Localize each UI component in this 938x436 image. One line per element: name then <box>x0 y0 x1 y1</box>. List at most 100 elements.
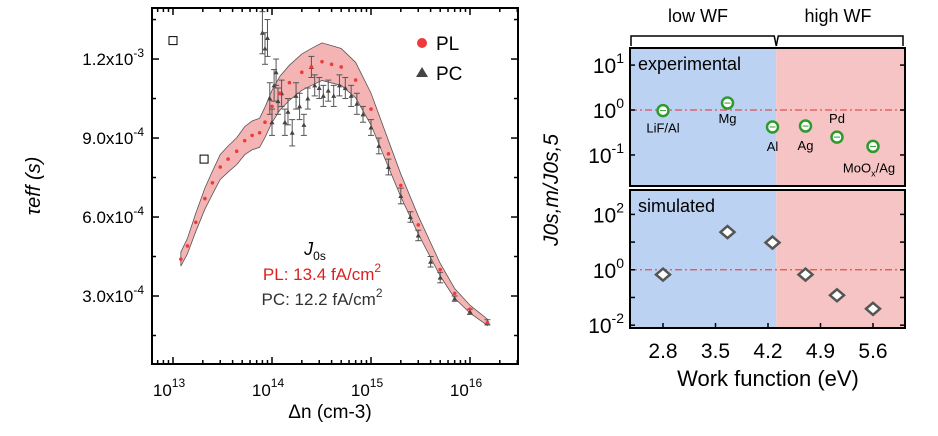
pc-triangle-marker <box>354 101 360 106</box>
y-tick-label-exp: -1 <box>612 140 625 156</box>
y-tick-label-exp: -2 <box>612 310 625 326</box>
y-tick-label: 102 <box>593 199 624 227</box>
open-square-marker <box>199 154 209 164</box>
annotation-pc: PC: 12.2 fA/cm2 <box>261 286 382 309</box>
pc-point <box>275 87 282 115</box>
pc-triangle-marker <box>305 96 311 101</box>
annotation-title: J0s <box>303 239 326 263</box>
y-tick-label: 6.0x10-4 <box>82 204 144 227</box>
panel-label-text: simulated <box>638 196 715 216</box>
x-tick-label-text: 2.8 <box>648 340 677 363</box>
open-square-marker <box>168 36 178 46</box>
pc-point <box>451 295 458 302</box>
pl-point <box>416 223 421 227</box>
legend-pc-label: PC <box>436 64 462 85</box>
x-tick-label: 1014 <box>252 376 285 400</box>
annotation-sup: 2 <box>376 286 383 300</box>
pl-point <box>234 149 239 153</box>
x-tick-label: 1013 <box>153 376 186 400</box>
pl-uncertainty-band <box>180 42 488 327</box>
pl-point <box>226 157 230 161</box>
pc-point <box>348 84 355 107</box>
pl-point <box>300 70 304 75</box>
experimental-point <box>720 96 735 110</box>
pc-triangle-marker <box>385 164 391 169</box>
high-wf-label: high WF <box>804 6 871 26</box>
pc-point <box>437 271 444 284</box>
point-label: MoOx/Ag <box>843 160 895 178</box>
pc-point <box>353 92 360 115</box>
y-tick-label-exp: 1 <box>616 50 624 66</box>
y-tick-label-base: 1.2x10 <box>82 50 133 69</box>
pc-point <box>311 74 318 97</box>
y-tick-label: 100 <box>593 255 624 283</box>
simulated-diamond-marker <box>796 266 815 283</box>
y-tick-label: 100 <box>593 95 624 123</box>
pc-point <box>269 108 275 136</box>
x-axis-label: Work function (eV) <box>677 366 859 391</box>
pl-point <box>210 180 215 185</box>
pc-triangle-marker <box>415 232 421 238</box>
annotation-pl: PL: 13.4 fA/cm2 <box>263 261 382 284</box>
pc-point <box>289 119 296 147</box>
pl-point <box>353 78 358 82</box>
pl-point <box>399 183 403 188</box>
y-tick-label: 9.0x10-4 <box>82 125 144 148</box>
x-tick-label-text: 4.9 <box>806 340 835 363</box>
pc-triangle-marker <box>320 93 326 98</box>
simulated-diamond-marker <box>828 287 846 303</box>
y-tick-label: 10-2 <box>588 310 624 338</box>
pl-point <box>270 104 274 109</box>
high-wf-region <box>776 48 905 186</box>
pc-point <box>296 92 303 121</box>
pl-point <box>250 133 254 138</box>
low-wf-region <box>630 48 777 186</box>
pc-point <box>375 137 382 155</box>
left-y-axis-label: τeff (s) <box>23 157 45 216</box>
simulated-diamond-marker <box>718 224 737 240</box>
x-tick-label: 4.9 <box>806 340 835 363</box>
y-tick-label-base: 9.0x10 <box>82 129 133 148</box>
point-label: Al <box>767 139 779 154</box>
x-tick-label: 1016 <box>450 376 483 400</box>
pc-triangle-marker <box>348 93 354 98</box>
pl-point <box>203 196 207 201</box>
x-tick-label: 5.6 <box>858 340 887 363</box>
pc-triangle-marker <box>275 98 281 104</box>
y-tick-label-base: 10 <box>588 315 611 338</box>
x-axis-label-text: Work function (eV) <box>677 366 859 391</box>
y-tick-label-exp: 0 <box>616 255 624 271</box>
low-wf-label-text: low WF <box>668 6 728 26</box>
pc-triangle-marker <box>273 69 279 75</box>
y-tick-label: 3.0x10-4 <box>82 283 144 306</box>
pl-point <box>278 91 282 96</box>
point-label-text: Mg <box>718 111 736 126</box>
pl-point <box>386 152 391 156</box>
pc-triangle-marker <box>407 214 413 220</box>
legend-pl-marker <box>417 38 427 48</box>
panel-label-text: experimental <box>638 54 741 74</box>
x-tick-label-text: 5.6 <box>858 340 887 363</box>
experimental-point <box>830 130 844 144</box>
pc-triangle-marker <box>437 275 443 280</box>
y-tick-label-base: 10 <box>593 100 616 123</box>
x-tick-label-exp: 16 <box>469 376 483 390</box>
legend-pl: PL <box>436 34 459 55</box>
x-tick-label-exp: 15 <box>370 376 384 390</box>
pc-triangle-marker <box>342 85 348 91</box>
pc-triangle-marker <box>301 122 307 127</box>
pc-point <box>385 158 392 176</box>
y-tick-label-base: 10 <box>593 260 616 283</box>
pc-point <box>407 211 414 223</box>
x-tick-label-base: 10 <box>153 381 172 400</box>
pc-triangle-marker <box>325 88 331 93</box>
annotation-sup: 2 <box>374 261 381 275</box>
pc-point <box>325 79 332 102</box>
low-wf-region <box>630 190 777 328</box>
y-tick-label-base: 3.0x10 <box>82 287 133 306</box>
x-tick-label-exp: 14 <box>271 376 285 390</box>
annotation-sub: 0s <box>313 249 326 263</box>
pc-triangle-marker <box>467 309 473 314</box>
pc-point <box>264 19 271 57</box>
pc-triangle-marker <box>262 46 268 51</box>
